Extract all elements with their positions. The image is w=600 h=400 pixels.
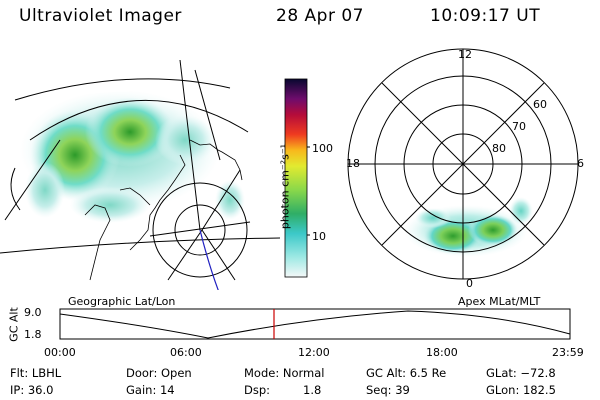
aurora-emission-geographic (20, 90, 245, 223)
lat-label-60: 60 (533, 98, 547, 111)
lat-label-80: 80 (492, 142, 506, 155)
coastline (84, 139, 243, 281)
time-label: 10:09:17 UT (430, 6, 541, 26)
mlt-label-0: 0 (466, 277, 473, 290)
date-label: 28 Apr 07 (276, 6, 364, 26)
apex-label: Apex MLat/MLT (458, 295, 541, 308)
colorbar-unit-label: photon cm⁻²s⁻¹ (278, 143, 292, 230)
time-tick-0600: 06:00 (170, 346, 202, 359)
status-dsp-value: 1.8 (303, 383, 322, 397)
polar-mlat-mlt-panel (347, 48, 579, 280)
status-dsp-label: Dsp: (244, 383, 271, 397)
mlt-label-12: 12 (458, 48, 472, 61)
altitude-curve (59, 310, 571, 339)
status-gain: Gain: 14 (126, 383, 175, 397)
mlt-label-6: 6 (577, 157, 584, 170)
status-ip: IP: 36.0 (10, 383, 54, 397)
geographic-map-panel (0, 59, 280, 290)
satellite-ground-track (199, 229, 219, 290)
status-gc-alt: GC Alt: 6.5 Re (366, 366, 447, 380)
mlt-label-18: 18 (346, 157, 360, 170)
time-tick-1200: 12:00 (298, 346, 330, 359)
time-tick-1800: 18:00 (426, 346, 458, 359)
altitude-tick-high: 9.0 (24, 306, 42, 319)
geographic-grid (0, 59, 280, 281)
status-door: Door: Open (126, 366, 192, 380)
colorbar-tick-100: 100 (312, 142, 333, 155)
status-glon: GLon: 182.5 (486, 383, 556, 397)
altitude-axis-label: GC Alt (7, 307, 21, 342)
colorbar (284, 78, 310, 278)
lat-label-70: 70 (512, 120, 526, 133)
status-seq: Seq: 39 (366, 383, 410, 397)
altitude-strip (59, 308, 571, 340)
status-flt: Flt: LBHL (10, 366, 62, 380)
time-tick-0000: 00:00 (44, 346, 76, 359)
colorbar-tick-10: 10 (312, 230, 326, 243)
status-mode: Mode: Normal (244, 366, 325, 380)
app-title: Ultraviolet Imager (19, 6, 182, 26)
time-tick-2359: 23:59 (552, 346, 584, 359)
status-glat: GLat: −72.8 (486, 366, 556, 380)
polar-grid (347, 48, 579, 280)
aurora-oval (404, 197, 533, 257)
geographic-label: Geographic Lat/Lon (68, 295, 176, 308)
altitude-tick-low: 1.8 (24, 328, 42, 341)
